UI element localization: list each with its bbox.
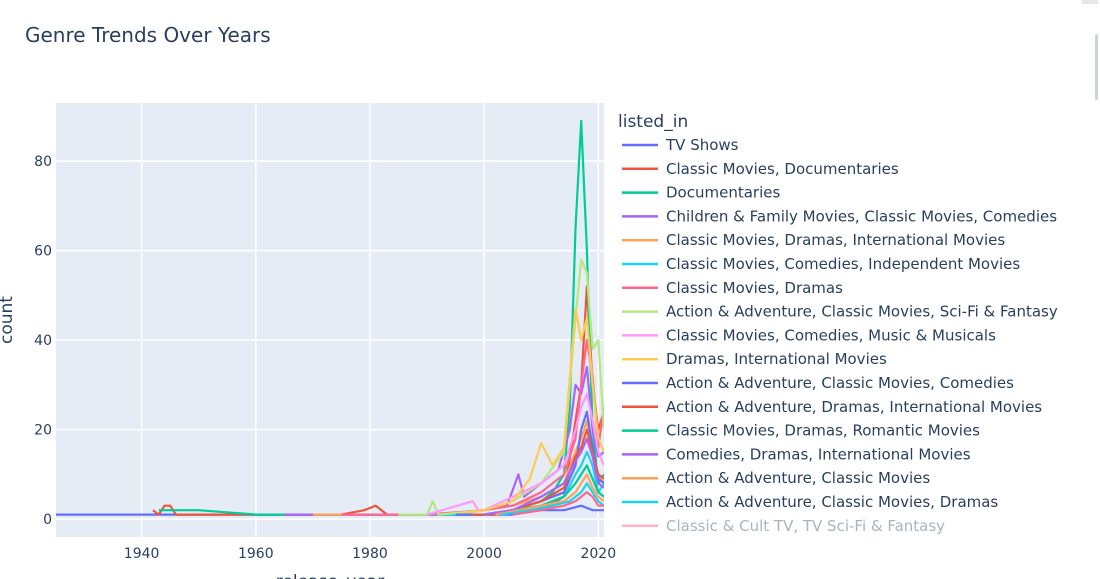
legend-item[interactable]: Action & Adventure, Classic Movies, Come…	[622, 374, 1014, 392]
y-tick-label: 80	[34, 154, 52, 170]
y-axis-ticks: 0 20 40 60 80	[34, 154, 52, 528]
series-lines	[56, 119, 604, 516]
legend-label: Action & Adventure, Classic Movies, Dram…	[666, 493, 998, 511]
legend-label: Action & Adventure, Classic Movies	[666, 469, 930, 487]
legend-label: Children & Family Movies, Classic Movies…	[666, 207, 1057, 225]
legend-label: Classic Movies, Dramas	[666, 279, 843, 297]
legend-item[interactable]: Classic Movies, Comedies, Music & Musica…	[622, 326, 996, 344]
legend-item[interactable]: Action & Adventure, Classic Movies, Sci-…	[622, 303, 1058, 321]
legend-label: Action & Adventure, Classic Movies, Sci-…	[666, 303, 1058, 321]
legend-label: Action & Adventure, Classic Movies, Come…	[666, 374, 1014, 392]
legend-item[interactable]: Classic Movies, Comedies, Independent Mo…	[622, 255, 1020, 273]
legend-item[interactable]: Documentaries	[622, 184, 780, 202]
legend-item[interactable]: Action & Adventure, Dramas, Internationa…	[622, 398, 1042, 416]
legend-item[interactable]: Classic Movies, Dramas, International Mo…	[622, 231, 1005, 249]
legend-item[interactable]: Action & Adventure, Classic Movies, Dram…	[622, 493, 998, 511]
legend-label: Dramas, International Movies	[666, 350, 887, 368]
series-line-16	[512, 491, 604, 516]
plot-area[interactable]	[56, 103, 604, 537]
legend-label: Classic Movies, Comedies, Music & Musica…	[666, 326, 996, 344]
legend-item[interactable]: Action & Adventure, Classic Movies	[622, 469, 930, 487]
series-line-14	[495, 473, 604, 516]
x-tick-label: 1960	[238, 546, 274, 562]
legend-label: Classic Movies, Documentaries	[666, 160, 899, 178]
scrollbar-thumb[interactable]	[1095, 34, 1098, 100]
legend-label: Documentaries	[666, 184, 780, 202]
legend: TV Shows Classic Movies, Documentaries Doc…	[622, 136, 1058, 535]
chart-title: Genre Trends Over Years	[25, 23, 271, 47]
x-tick-label: 2020	[580, 546, 616, 562]
y-axis-title: count	[0, 296, 17, 344]
y-tick-label: 0	[43, 512, 52, 528]
series-line-9	[455, 307, 604, 516]
x-tick-label: 1980	[352, 546, 388, 562]
legend-label: Classic & Cult TV, TV Sci-Fi & Fantasy	[666, 517, 945, 535]
legend-item[interactable]: TV Shows	[622, 136, 739, 154]
y-tick-label: 20	[34, 423, 52, 439]
legend-label: Action & Adventure, Dramas, Internationa…	[666, 398, 1042, 416]
x-tick-label: 2000	[466, 546, 502, 562]
grid-lines	[56, 103, 604, 537]
x-tick-label: 1940	[124, 546, 160, 562]
legend-item[interactable]: Comedies, Dramas, International Movies	[622, 445, 971, 463]
legend-label: TV Shows	[665, 136, 739, 154]
modebar-corner	[1082, 0, 1098, 4]
legend-title: listed_in	[618, 112, 688, 132]
y-tick-label: 40	[34, 333, 52, 349]
series-line-7	[398, 258, 604, 516]
legend-label: Classic Movies, Dramas, Romantic Movies	[666, 422, 980, 440]
legend-label: Classic Movies, Dramas, International Mo…	[666, 231, 1005, 249]
legend-label: Comedies, Dramas, International Movies	[666, 445, 971, 463]
x-axis-ticks: 1940 1960 1980 2000 2020	[124, 546, 616, 562]
legend-item[interactable]: Dramas, International Movies	[622, 350, 887, 368]
series-line-15	[501, 482, 604, 516]
legend-item[interactable]: Classic Movies, Dramas, Romantic Movies	[622, 422, 980, 440]
legend-label: Classic Movies, Comedies, Independent Mo…	[666, 255, 1020, 273]
plot-background	[56, 103, 604, 537]
x-axis-title: release_year	[276, 572, 384, 579]
legend-item[interactable]: Children & Family Movies, Classic Movies…	[622, 207, 1057, 225]
y-tick-label: 60	[34, 244, 52, 260]
legend-scrollbar[interactable]	[1092, 0, 1100, 579]
legend-item[interactable]: Classic & Cult TV, TV Sci-Fi & Fantasy	[622, 517, 945, 535]
legend-item[interactable]: Classic Movies, Dramas	[622, 279, 843, 297]
series-line-13	[483, 437, 604, 516]
legend-item[interactable]: Classic Movies, Documentaries	[622, 160, 899, 178]
